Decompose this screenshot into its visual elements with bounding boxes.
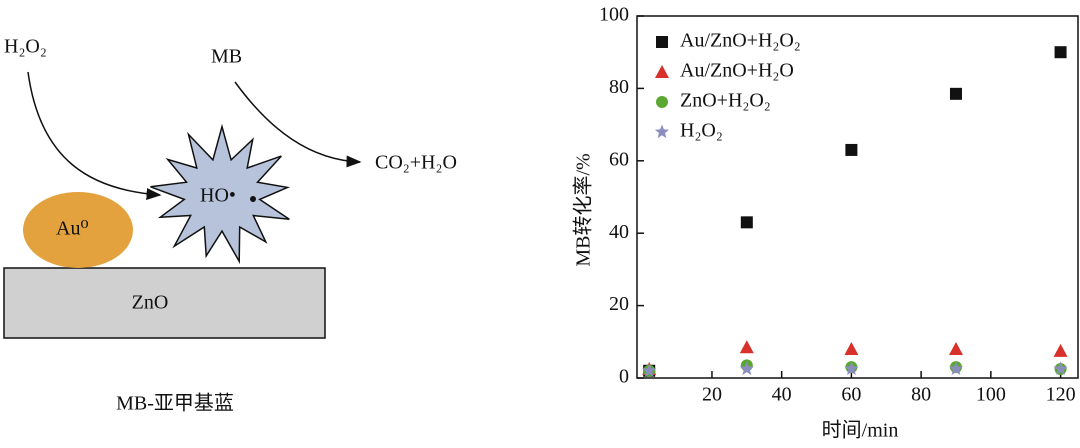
legend-label: Au/ZnO+H₂O xyxy=(680,60,794,82)
legend-marker xyxy=(656,96,668,108)
y-tick-label: 0 xyxy=(619,366,629,388)
data-point xyxy=(949,87,962,100)
data-point xyxy=(844,361,859,375)
radical-dot xyxy=(250,196,256,202)
x-tick-label: 20 xyxy=(702,384,722,406)
legend-label: ZnO+H₂O₂ xyxy=(680,90,771,112)
data-point xyxy=(642,363,657,377)
data-point xyxy=(844,342,859,356)
y-tick-label: 20 xyxy=(609,293,629,315)
product-label: CO₂+H₂O xyxy=(375,152,457,174)
radical-burst xyxy=(150,123,291,265)
y-tick-label: 60 xyxy=(609,148,629,170)
data-point xyxy=(1054,46,1067,59)
data-point xyxy=(1053,343,1068,357)
support-label: ZnO xyxy=(132,292,169,314)
arrow xyxy=(234,81,362,168)
y-tick-label: 80 xyxy=(609,76,629,98)
caption: MB-亚甲基蓝 xyxy=(116,392,234,415)
data-point xyxy=(845,143,858,156)
y-axis-label: MB转化率/% xyxy=(572,153,595,266)
data-point xyxy=(739,361,754,375)
x-tick-label: 60 xyxy=(841,384,861,406)
x-tick-label: 100 xyxy=(976,384,1006,406)
diagram: H₂O₂ MB CO₂+H₂O HO• Au⁰ ZnO MB-亚甲基蓝 xyxy=(3,36,457,415)
legend-label: H₂O₂ xyxy=(680,120,723,142)
y-tick-label: 40 xyxy=(609,221,629,243)
legend-marker xyxy=(655,65,669,78)
data-point xyxy=(740,216,753,229)
data-point xyxy=(948,342,963,356)
data-point xyxy=(1053,361,1068,375)
data-point xyxy=(739,340,754,354)
pollutant-label: MB xyxy=(211,46,242,68)
metal-label: Au⁰ xyxy=(56,218,88,240)
reactant-label: H₂O₂ xyxy=(4,36,47,58)
arrow xyxy=(27,71,162,201)
radical-label: HO• xyxy=(200,185,236,207)
support-block xyxy=(3,267,326,339)
y-tick-label: 100 xyxy=(599,4,629,26)
plot-frame xyxy=(636,15,1079,379)
legend-marker xyxy=(654,124,670,139)
x-tick-label: 40 xyxy=(772,384,792,406)
data-point xyxy=(948,361,964,375)
metal-particle xyxy=(23,192,133,268)
legend-marker xyxy=(656,36,668,48)
x-axis-label: 时间/min xyxy=(822,419,899,442)
x-tick-label: 80 xyxy=(911,384,931,406)
legend-label: Au/ZnO+H₂O₂ xyxy=(680,30,801,52)
x-tick-label: 120 xyxy=(1046,384,1076,406)
